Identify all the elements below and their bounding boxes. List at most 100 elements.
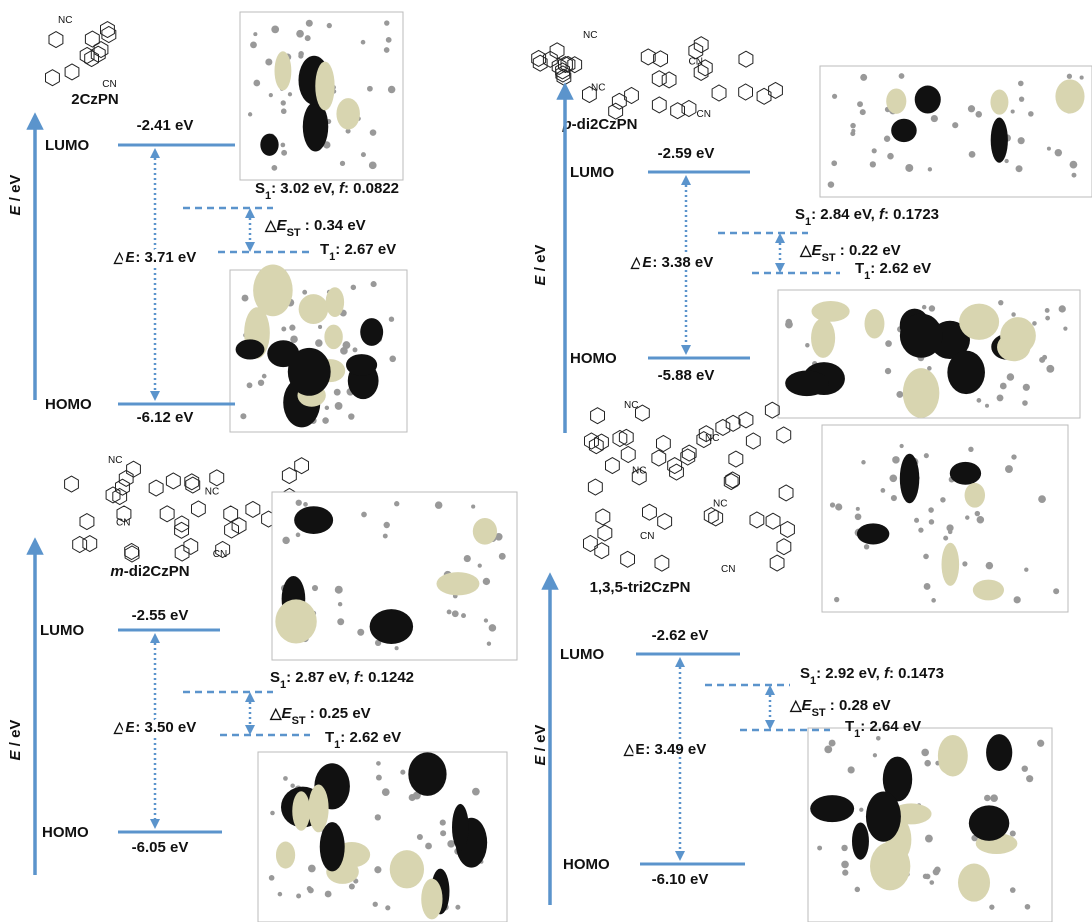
- atom: [1011, 312, 1015, 316]
- lobe: [436, 572, 479, 595]
- atom: [1011, 109, 1015, 113]
- atom: [900, 444, 904, 448]
- atom: [281, 143, 286, 148]
- atom: [864, 544, 869, 549]
- lumo-label: LUMO: [45, 137, 89, 154]
- atom: [240, 413, 246, 419]
- axis-label: E / eV: [532, 725, 549, 766]
- atom: [1018, 81, 1024, 87]
- atom: [247, 382, 253, 388]
- ring: [621, 447, 635, 463]
- ring: [729, 451, 743, 467]
- lobe: [942, 543, 960, 586]
- atom: [464, 555, 471, 562]
- axis-label: E / eV: [7, 720, 24, 761]
- ring: [765, 402, 779, 418]
- atom: [335, 586, 343, 594]
- ring: [769, 82, 783, 98]
- atom: [472, 788, 480, 796]
- atom: [308, 865, 316, 873]
- text-part: HOMO: [45, 396, 92, 413]
- lobe: [973, 580, 1004, 601]
- atom: [834, 597, 839, 602]
- atom: [831, 160, 837, 166]
- text-part: T: [320, 241, 329, 258]
- atom: [281, 100, 286, 105]
- atom: [351, 285, 356, 290]
- atom: [425, 843, 432, 850]
- atom: [342, 341, 350, 349]
- atom: [487, 642, 491, 646]
- text-part: △: [630, 254, 643, 271]
- text-part: LUMO: [45, 137, 89, 154]
- atom: [302, 290, 307, 295]
- text-part: 2CzPN: [71, 91, 119, 108]
- atom: [269, 875, 275, 881]
- atom: [353, 347, 358, 352]
- lobe: [260, 134, 278, 156]
- atom: [376, 761, 381, 766]
- atom: [923, 554, 929, 560]
- atom: [841, 845, 847, 851]
- atom: [923, 874, 928, 879]
- molecule-name: 2CzPN: [71, 91, 119, 108]
- text-part: : 2.87 eV,: [286, 669, 354, 686]
- text-part: CN: [689, 56, 703, 67]
- atom: [1045, 316, 1050, 321]
- ring: [657, 436, 671, 452]
- text-part: : 0.0822: [344, 180, 399, 197]
- atom: [998, 300, 1003, 305]
- lobe: [891, 119, 917, 142]
- ring: [621, 551, 635, 567]
- text-part: S: [795, 206, 805, 223]
- ring: [166, 473, 180, 489]
- text-part: : 2.64 eV: [860, 718, 921, 735]
- atom-label: NC: [624, 400, 638, 411]
- atom: [382, 788, 390, 796]
- ring: [175, 522, 189, 538]
- text-part: HOMO: [42, 824, 89, 841]
- lobe: [852, 822, 869, 859]
- atom: [1037, 740, 1044, 747]
- atom: [281, 150, 287, 156]
- atom: [248, 112, 252, 116]
- lumo-label: LUMO: [40, 622, 84, 639]
- atom: [1080, 76, 1084, 80]
- atom: [395, 646, 399, 650]
- atom: [269, 93, 273, 97]
- atom: [899, 73, 905, 79]
- atom: [861, 460, 865, 464]
- lobe: [390, 850, 424, 888]
- atom: [990, 794, 998, 802]
- gap-text: △E: 3.49 eV: [623, 741, 706, 758]
- atom: [931, 115, 938, 122]
- atom: [1000, 383, 1007, 390]
- atom: [484, 618, 488, 622]
- text-part: : 0.1723: [884, 206, 939, 223]
- lobe: [969, 805, 1009, 840]
- text-part: NC: [58, 15, 72, 26]
- lumo-energy: -2.41 eV: [137, 117, 194, 134]
- atom: [952, 122, 958, 128]
- atom-label: NC: [583, 30, 597, 41]
- lobe: [253, 264, 293, 316]
- atom: [1063, 326, 1067, 330]
- atom: [1038, 495, 1046, 503]
- ring: [652, 71, 666, 87]
- figure: NCCN2CzPNE / eVLUMOHOMO-2.41 eV-6.12 eV△…: [0, 0, 1092, 922]
- atom: [984, 795, 991, 802]
- text-part: / eV: [7, 175, 24, 206]
- text-part: -6.10 eV: [652, 871, 709, 888]
- ring: [584, 536, 598, 552]
- atom: [1018, 137, 1025, 144]
- ring: [652, 97, 666, 113]
- homo-label: HOMO: [42, 824, 89, 841]
- atom: [318, 325, 322, 329]
- text-part: : 3.38 eV: [652, 254, 713, 271]
- atom: [924, 583, 931, 590]
- atom: [924, 760, 931, 767]
- atom: [965, 515, 969, 519]
- text-part: CN: [102, 79, 116, 90]
- atom: [943, 536, 948, 541]
- atom: [296, 500, 302, 506]
